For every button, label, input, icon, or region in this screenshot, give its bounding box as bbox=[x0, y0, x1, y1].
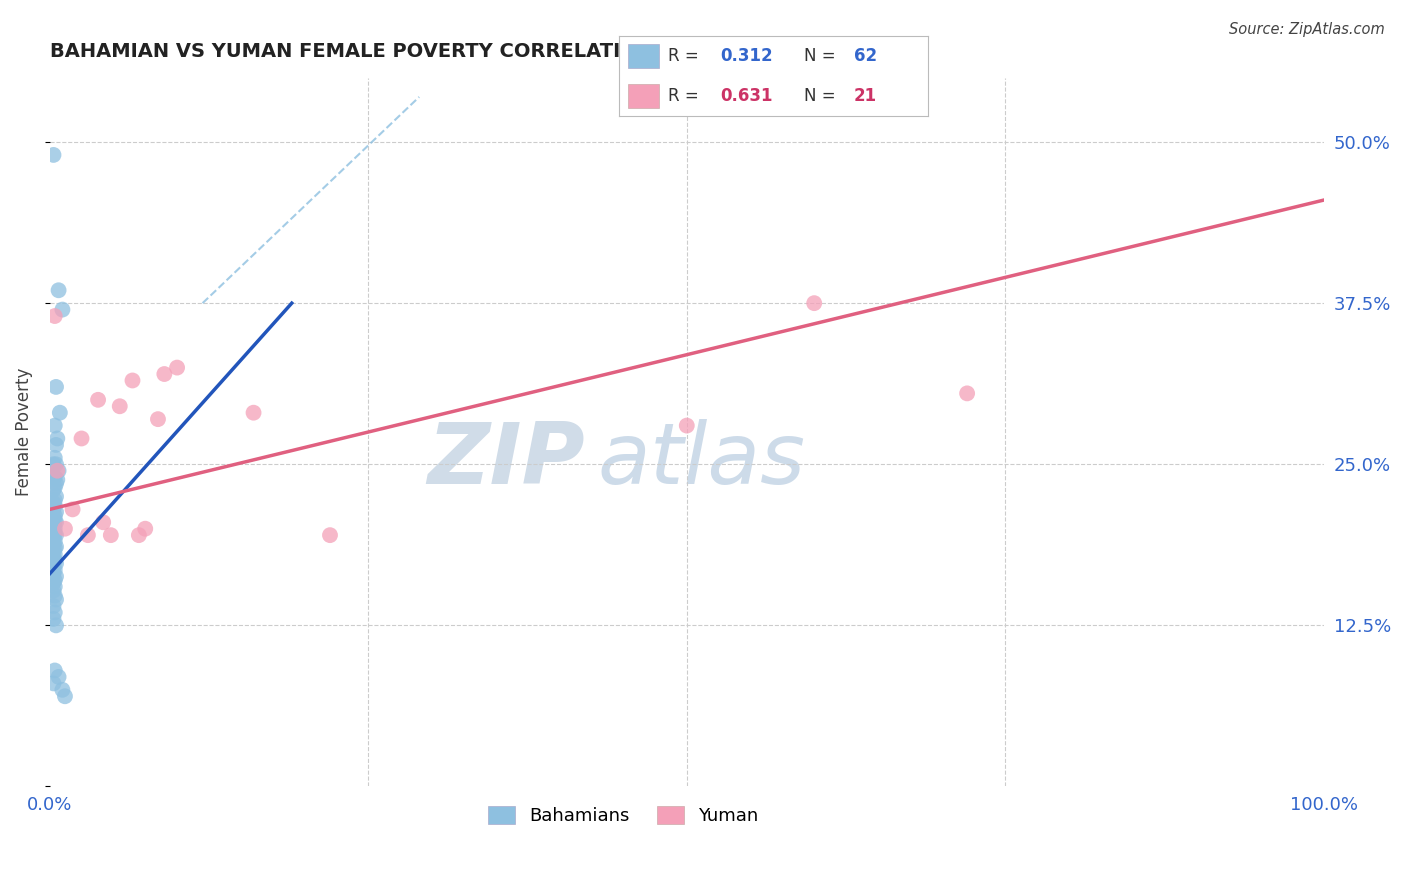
Point bbox=[45, 505, 67, 519]
Point bbox=[44, 514, 66, 528]
Point bbox=[675, 418, 697, 433]
Text: BAHAMIAN VS YUMAN FEMALE POVERTY CORRELATION CHART: BAHAMIAN VS YUMAN FEMALE POVERTY CORRELA… bbox=[49, 42, 733, 61]
Point bbox=[42, 511, 65, 525]
Point bbox=[44, 563, 66, 577]
Point bbox=[42, 575, 65, 590]
Point bbox=[44, 470, 66, 484]
Point bbox=[44, 574, 66, 588]
Point bbox=[48, 464, 70, 478]
Point bbox=[44, 480, 66, 494]
Point bbox=[44, 534, 66, 549]
Point bbox=[42, 550, 65, 565]
Point bbox=[53, 522, 76, 536]
Point bbox=[42, 612, 65, 626]
Text: N =: N = bbox=[804, 46, 841, 65]
Point bbox=[45, 592, 67, 607]
Point bbox=[42, 522, 65, 536]
Point bbox=[42, 583, 65, 598]
Legend: Bahamians, Yuman: Bahamians, Yuman bbox=[478, 797, 768, 834]
Point bbox=[44, 526, 66, 541]
Point bbox=[45, 457, 67, 471]
Point bbox=[134, 522, 156, 536]
Y-axis label: Female Poverty: Female Poverty bbox=[15, 368, 32, 496]
Point bbox=[45, 528, 67, 542]
Point bbox=[46, 432, 69, 446]
Point bbox=[51, 302, 73, 317]
Point bbox=[803, 296, 825, 310]
Point bbox=[42, 470, 65, 484]
Text: 21: 21 bbox=[853, 87, 877, 105]
Point bbox=[44, 589, 66, 603]
Point bbox=[48, 283, 70, 297]
Point bbox=[45, 540, 67, 554]
Point bbox=[153, 367, 176, 381]
Point bbox=[77, 528, 100, 542]
Point bbox=[42, 566, 65, 581]
Point bbox=[42, 148, 65, 162]
Point bbox=[44, 508, 66, 523]
Point bbox=[956, 386, 979, 401]
Point bbox=[48, 670, 70, 684]
Point bbox=[42, 545, 65, 559]
Point bbox=[42, 537, 65, 551]
Text: 0.631: 0.631 bbox=[721, 87, 773, 105]
Point bbox=[53, 690, 76, 704]
Point bbox=[46, 473, 69, 487]
Text: Source: ZipAtlas.com: Source: ZipAtlas.com bbox=[1229, 22, 1385, 37]
Point bbox=[166, 360, 188, 375]
Point bbox=[45, 569, 67, 583]
Point bbox=[91, 515, 114, 529]
Point bbox=[49, 406, 72, 420]
Text: 62: 62 bbox=[853, 46, 877, 65]
Text: R =: R = bbox=[668, 87, 704, 105]
Point bbox=[44, 664, 66, 678]
Point bbox=[42, 502, 65, 516]
Point bbox=[42, 599, 65, 613]
Point bbox=[319, 528, 342, 542]
Text: R =: R = bbox=[668, 46, 704, 65]
Point bbox=[44, 309, 66, 323]
Point bbox=[44, 548, 66, 562]
Point bbox=[45, 515, 67, 529]
Point bbox=[45, 618, 67, 632]
Text: N =: N = bbox=[804, 87, 841, 105]
Point bbox=[45, 476, 67, 491]
Point bbox=[44, 450, 66, 465]
Point bbox=[45, 557, 67, 571]
Point bbox=[108, 399, 131, 413]
Text: atlas: atlas bbox=[598, 419, 806, 502]
Bar bbox=[628, 44, 659, 68]
Point bbox=[42, 676, 65, 690]
Point bbox=[242, 406, 264, 420]
Point bbox=[44, 499, 66, 513]
Point bbox=[44, 493, 66, 508]
Point bbox=[45, 380, 67, 394]
Point bbox=[121, 374, 143, 388]
Text: ZIP: ZIP bbox=[427, 419, 585, 502]
Point bbox=[42, 531, 65, 545]
Point bbox=[62, 502, 84, 516]
Point bbox=[42, 524, 65, 539]
Point bbox=[146, 412, 169, 426]
Point bbox=[45, 490, 67, 504]
Point bbox=[87, 392, 110, 407]
Point bbox=[100, 528, 122, 542]
Point bbox=[42, 496, 65, 510]
Point bbox=[44, 522, 66, 536]
Point bbox=[128, 528, 150, 542]
Point bbox=[44, 554, 66, 568]
Point bbox=[42, 483, 65, 497]
Point bbox=[44, 418, 66, 433]
Point bbox=[44, 606, 66, 620]
Point bbox=[46, 464, 69, 478]
Point bbox=[42, 457, 65, 471]
Point bbox=[51, 682, 73, 697]
Point bbox=[44, 580, 66, 594]
Bar bbox=[628, 84, 659, 108]
Point bbox=[70, 432, 93, 446]
Point bbox=[42, 560, 65, 574]
Point bbox=[44, 541, 66, 555]
Text: 0.312: 0.312 bbox=[721, 46, 773, 65]
Point bbox=[45, 438, 67, 452]
